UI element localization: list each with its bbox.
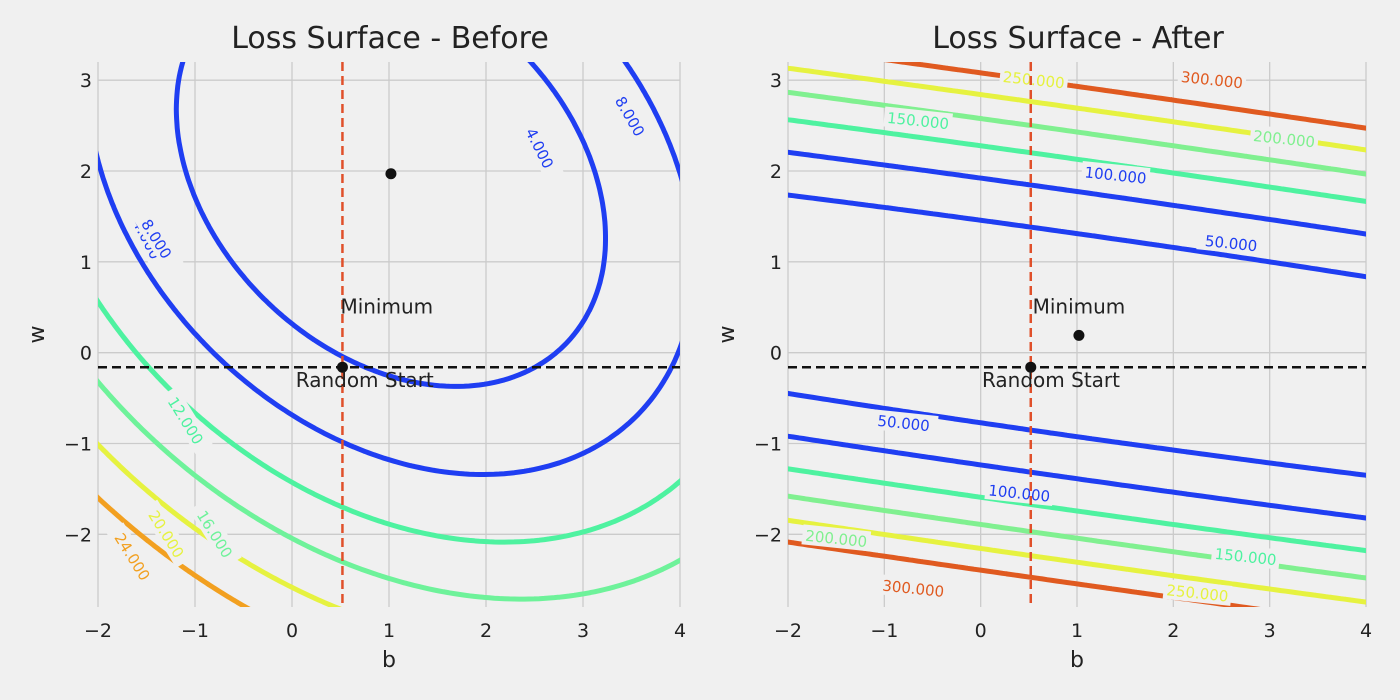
contour-label-group: 300.000 (1177, 66, 1247, 93)
y-tick-label: 2 (770, 161, 782, 183)
y-tick-label: −1 (754, 434, 782, 456)
x-tick-label: −1 (181, 620, 209, 642)
y-tick-label: 1 (80, 252, 92, 274)
y-axis-label: w (715, 326, 740, 344)
y-tick-label: 1 (770, 252, 782, 274)
x-tick-label: −2 (774, 620, 802, 642)
chart-loss-before: 4.0004.0008.0008.00012.00016.00020.00024… (25, 21, 690, 673)
contour-label-group: 200.000 (1249, 125, 1319, 152)
contour-label-group: 100.000 (1081, 161, 1151, 188)
annotation-minimum: Minimum (1033, 295, 1126, 319)
chart-title: Loss Surface - After (932, 21, 1224, 56)
x-tick-label: 0 (975, 620, 987, 642)
x-axis-label: b (1070, 648, 1084, 673)
chart-title: Loss Surface - Before (231, 21, 549, 56)
x-tick-label: 4 (674, 620, 686, 642)
annotation-random-start: Random Start (296, 368, 434, 392)
chart-loss-after: 50.00050.000100.000100.000150.000150.000… (715, 21, 1376, 673)
contour-line-4.000 (176, 53, 605, 387)
y-tick-label: 0 (80, 343, 92, 365)
contour-label-group: 8.000 (605, 82, 656, 151)
x-tick-label: 1 (383, 620, 395, 642)
x-tick-label: 2 (480, 620, 492, 642)
x-axis-label: b (382, 648, 396, 673)
contour-label: 8.000 (611, 93, 648, 139)
y-axis-label: w (25, 326, 50, 344)
x-tick-label: 3 (577, 620, 589, 642)
contour-label-group: 24.000 (106, 522, 159, 590)
y-tick-label: 0 (770, 343, 782, 365)
point-minimum (385, 168, 396, 179)
annotation-minimum: Minimum (340, 295, 433, 319)
contour-label-group: 250.000 (999, 66, 1069, 93)
contour-label-group: 100.000 (984, 479, 1054, 506)
annotation-random-start: Random Start (982, 368, 1120, 392)
y-tick-label: 3 (770, 70, 782, 92)
y-tick-label: 2 (80, 161, 92, 183)
y-tick-label: 3 (80, 70, 92, 92)
contour-label-group: 4.000 (516, 113, 565, 183)
x-tick-label: 2 (1167, 620, 1179, 642)
x-tick-label: −2 (84, 620, 112, 642)
x-tick-label: 0 (286, 620, 298, 642)
x-tick-label: −1 (870, 620, 898, 642)
y-tick-label: −2 (754, 524, 782, 546)
point-minimum (1073, 330, 1084, 341)
contour-label-group: 300.000 (878, 574, 948, 601)
y-tick-label: −2 (64, 524, 92, 546)
y-tick-label: −1 (64, 434, 92, 456)
x-tick-label: 3 (1264, 620, 1276, 642)
x-tick-label: 4 (1360, 620, 1372, 642)
contour-label-group: 150.000 (883, 107, 953, 134)
x-tick-label: 1 (1071, 620, 1083, 642)
contour-labels: 50.00050.000100.000100.000150.000150.000… (801, 66, 1319, 606)
contour-label: 4.000 (522, 125, 558, 171)
